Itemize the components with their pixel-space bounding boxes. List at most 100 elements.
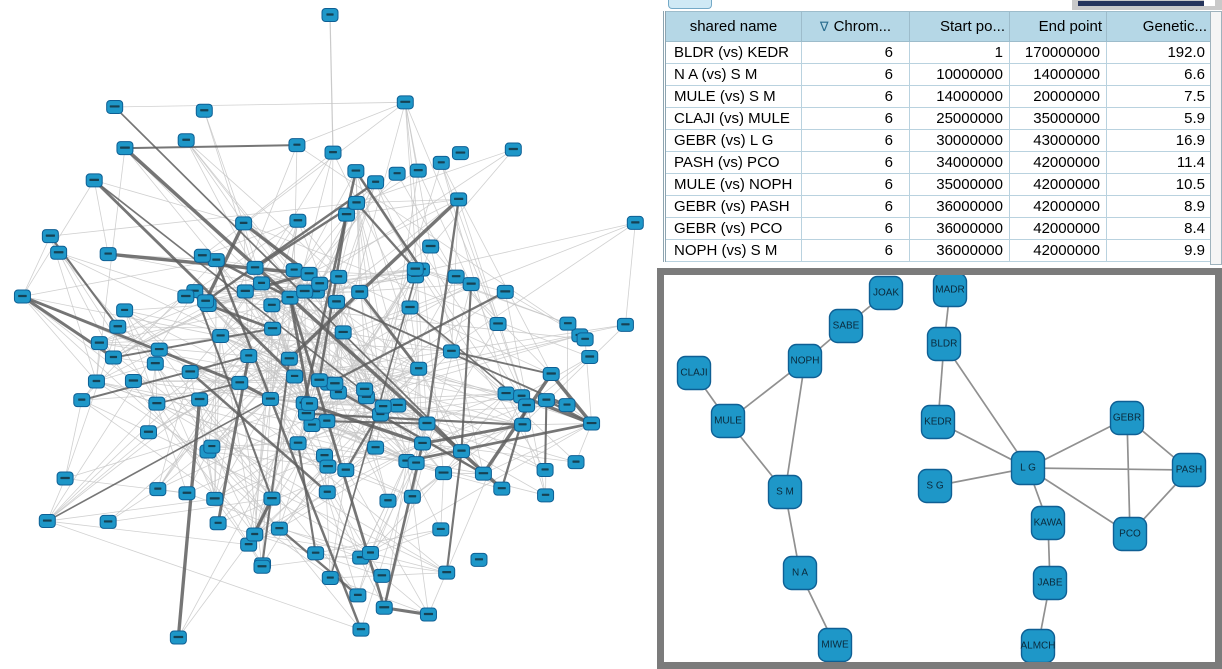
table-cell[interactable]: 6	[801, 239, 910, 262]
table-cell[interactable]: 42000000	[1009, 217, 1107, 240]
node-shape[interactable]	[782, 555, 818, 591]
table-cell[interactable]: 8.9	[1106, 195, 1212, 218]
overview-node[interactable]	[388, 166, 406, 181]
table-row[interactable]: GEBR (vs) PASH 6 36000000 42000000 8.9	[664, 195, 1212, 218]
overview-node[interactable]	[148, 396, 166, 411]
table-row[interactable]: PASH (vs) PCO 6 34000000 42000000 11.4	[664, 151, 1212, 174]
overview-node[interactable]	[616, 317, 634, 332]
overview-node[interactable]	[13, 289, 31, 304]
edge-l-g-pco[interactable]	[1027, 467, 1131, 535]
overview-node[interactable]	[576, 332, 594, 347]
edge-noph-s-m[interactable]	[784, 360, 806, 493]
table-cell[interactable]: 6	[801, 63, 910, 86]
overview-node[interactable]	[203, 439, 221, 454]
node-gebr[interactable]: GEBR	[1109, 400, 1145, 436]
table-row[interactable]: GEBR (vs) PCO 6 36000000 42000000 8.4	[664, 217, 1212, 240]
overview-node[interactable]	[347, 164, 365, 179]
overview-node[interactable]	[451, 146, 469, 161]
overview-node[interactable]	[583, 416, 601, 431]
node-noph[interactable]: NOPH	[787, 343, 823, 379]
overview-node[interactable]	[195, 103, 213, 118]
overview-node[interactable]	[318, 414, 336, 429]
overview-node[interactable]	[542, 367, 560, 382]
overview-node[interactable]	[319, 459, 337, 474]
table-cell[interactable]: 10000000	[909, 63, 1010, 86]
overview-node[interactable]	[212, 328, 230, 343]
overview-node[interactable]	[418, 416, 436, 431]
table-cell[interactable]: 6	[801, 195, 910, 218]
overview-node[interactable]	[316, 448, 334, 463]
overview-node[interactable]	[324, 145, 342, 160]
node-shape[interactable]	[920, 404, 956, 440]
overview-node[interactable]	[289, 213, 307, 228]
overview-node[interactable]	[403, 489, 421, 504]
overview-node[interactable]	[438, 565, 456, 580]
overview-node[interactable]	[536, 462, 554, 477]
table-cell[interactable]: N A (vs) S M	[664, 63, 802, 86]
node-shape[interactable]	[926, 326, 962, 362]
table-cell[interactable]: 192.0	[1106, 41, 1212, 64]
overview-node[interactable]	[318, 485, 336, 500]
overview-node[interactable]	[38, 514, 56, 529]
table-cell[interactable]: 7.5	[1106, 85, 1212, 108]
table-cell[interactable]: GEBR (vs) PASH	[664, 195, 802, 218]
overview-node[interactable]	[73, 393, 91, 408]
overview-node[interactable]	[116, 303, 134, 318]
overview-node[interactable]	[206, 491, 224, 506]
overview-node[interactable]	[349, 588, 367, 603]
overview-node[interactable]	[581, 349, 599, 364]
overview-node[interactable]	[288, 138, 306, 153]
overview-node[interactable]	[321, 8, 339, 22]
table-cell[interactable]: BLDR (vs) KEDR	[664, 41, 802, 64]
overview-node[interactable]	[261, 392, 279, 407]
node-s-m[interactable]: S M	[767, 474, 803, 510]
overview-node[interactable]	[253, 276, 271, 291]
overview-node[interactable]	[537, 393, 555, 408]
overview-node[interactable]	[435, 466, 453, 481]
overview-node[interactable]	[337, 463, 355, 478]
overview-node[interactable]	[504, 142, 522, 157]
node-miwe[interactable]: MIWE	[817, 627, 853, 662]
node-mule[interactable]: MULE	[710, 403, 746, 439]
node-claji[interactable]: CLAJI	[676, 355, 712, 391]
table-cell[interactable]: 20000000	[1009, 85, 1107, 108]
node-shape[interactable]	[1030, 505, 1066, 541]
table-cell[interactable]: PASH (vs) PCO	[664, 151, 802, 174]
column-header-chrom-[interactable]: ∇ Chrom...	[801, 11, 910, 42]
edge-l-g-pash[interactable]	[1027, 467, 1190, 471]
overview-node[interactable]	[90, 336, 108, 351]
table-cell[interactable]: 6	[801, 85, 910, 108]
overview-node[interactable]	[537, 488, 555, 503]
node-shape[interactable]	[868, 275, 904, 311]
overview-node[interactable]	[422, 239, 440, 254]
column-header-start-po-[interactable]: Start po...	[909, 11, 1010, 42]
table-cell[interactable]: 5.9	[1106, 107, 1212, 130]
table-cell[interactable]: 42000000	[1009, 151, 1107, 174]
table-row[interactable]: GEBR (vs) L G 6 30000000 43000000 16.9	[664, 129, 1212, 152]
table-row[interactable]: NOPH (vs) S M 6 36000000 42000000 9.9	[664, 239, 1212, 262]
overview-node[interactable]	[264, 321, 282, 336]
overview-node[interactable]	[263, 491, 281, 506]
overview-node[interactable]	[104, 350, 122, 365]
table-cell[interactable]: 10.5	[1106, 173, 1212, 196]
table-cell[interactable]: 35000000	[1009, 107, 1107, 130]
overview-node[interactable]	[518, 398, 536, 413]
overview-node[interactable]	[410, 361, 428, 376]
overview-node[interactable]	[558, 398, 576, 413]
column-header-genetic-[interactable]: Genetic...	[1106, 11, 1212, 42]
overview-node[interactable]	[99, 514, 117, 529]
overview-node[interactable]	[270, 521, 288, 536]
overview-node[interactable]	[301, 396, 319, 411]
overview-node[interactable]	[419, 607, 437, 622]
table-cell[interactable]: 34000000	[909, 151, 1010, 174]
filter-icon[interactable]: ∇	[819, 19, 829, 34]
table-cell[interactable]: 6	[801, 129, 910, 152]
table-cell[interactable]: 14000000	[1009, 63, 1107, 86]
overview-node[interactable]	[177, 289, 195, 304]
overview-node[interactable]	[139, 425, 157, 440]
table-row[interactable]: N A (vs) S M 6 10000000 14000000 6.6	[664, 63, 1212, 86]
overview-node[interactable]	[41, 229, 59, 244]
overview-node[interactable]	[85, 173, 103, 188]
table-cell[interactable]: 42000000	[1009, 173, 1107, 196]
table-cell[interactable]: 6	[801, 173, 910, 196]
